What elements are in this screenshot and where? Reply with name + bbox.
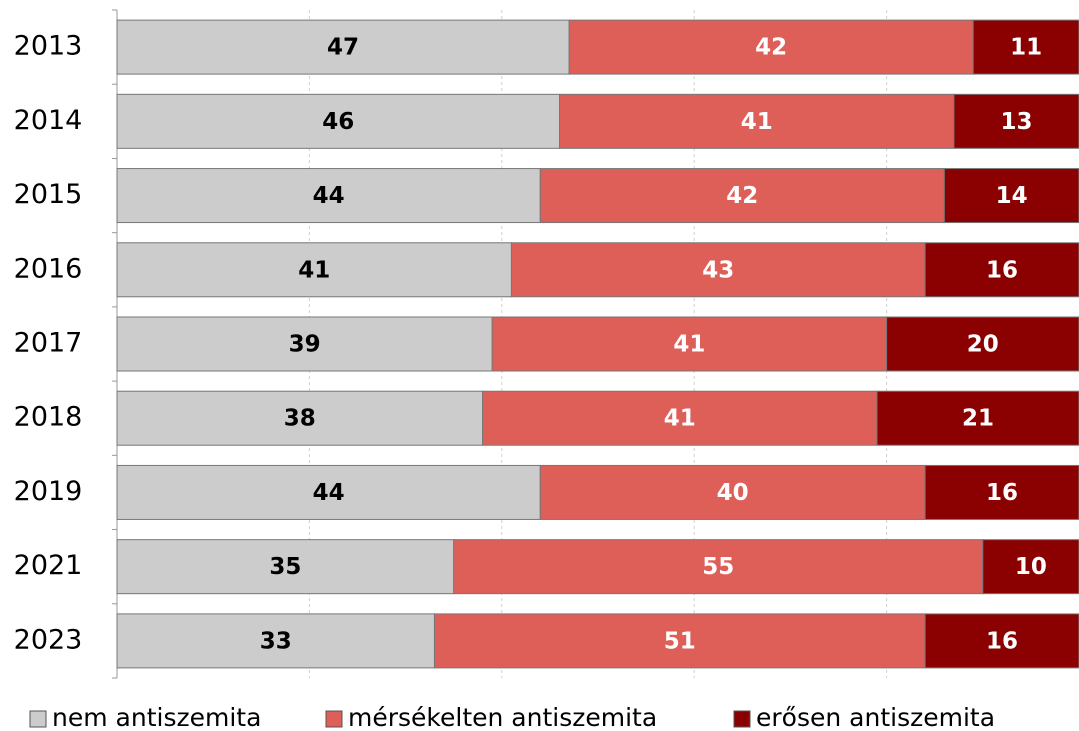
bar-segment [116,93,561,149]
y-tick-label: 2021 [14,550,83,581]
bar-segment [433,613,926,669]
data-label: 41 [741,109,773,135]
bar-segment [116,539,455,595]
bar-segment [116,464,541,520]
bar-segment [453,539,984,595]
bar-segment [510,242,926,298]
data-label: 39 [289,332,321,358]
data-label: 40 [717,480,749,506]
data-label: 44 [313,183,345,209]
data-label: 14 [996,183,1028,209]
data-label: 42 [755,35,787,61]
y-tick-label: 2017 [14,328,83,359]
bar-segment [116,168,541,224]
data-label: 13 [1000,109,1032,135]
bar-segment [886,316,1079,372]
data-label: 16 [986,628,1018,654]
y-tick-label: 2015 [14,179,83,210]
data-label: 21 [962,406,994,432]
bar-segment [539,168,945,224]
data-label: 20 [967,332,999,358]
bar-segment [539,464,926,520]
bar-segment [116,316,493,372]
bar-segment [559,93,955,149]
y-tick-label: 2016 [14,253,83,284]
y-tick-label: 2013 [14,31,83,62]
y-tick-label: 2018 [14,402,83,433]
data-label: 47 [327,35,359,61]
bar-segment [924,613,1079,669]
data-label: 44 [313,480,345,506]
data-label: 38 [284,406,316,432]
bar-segment [568,19,974,75]
y-tick-label: 2014 [14,105,83,136]
data-label: 11 [1010,35,1042,61]
legend-label: nem antiszemita [52,703,261,731]
bar-segment [491,316,888,372]
bar-segment [972,19,1079,75]
data-label: 55 [702,554,734,580]
data-label: 41 [673,332,705,358]
legend-label: erősen antiszemita [756,703,995,731]
data-label: 42 [726,183,758,209]
y-tick-label: 2023 [14,624,83,655]
data-label: 51 [664,628,696,654]
bar-segment [953,93,1079,149]
bar-segment [482,390,878,446]
data-label: 10 [1015,554,1047,580]
data-label: 16 [986,257,1018,283]
data-label: 35 [269,554,301,580]
data-label: 16 [986,480,1018,506]
bar-segment [876,390,1079,446]
bar-segment [116,19,570,75]
y-tick-label: 2019 [14,476,83,507]
data-label: 43 [702,257,734,283]
bar-segment [943,168,1079,224]
data-label: 46 [322,109,354,135]
bar-segment [924,464,1079,520]
data-label: 33 [260,628,292,654]
legend-label: mérsékelten antiszemita [348,703,657,731]
data-label: 41 [298,257,330,283]
legend-swatch [29,710,47,728]
data-label: 41 [664,406,696,432]
legend-swatch [325,710,343,728]
legend-swatch [733,710,751,728]
bar-segment [116,613,435,669]
bar-segment [924,242,1079,298]
